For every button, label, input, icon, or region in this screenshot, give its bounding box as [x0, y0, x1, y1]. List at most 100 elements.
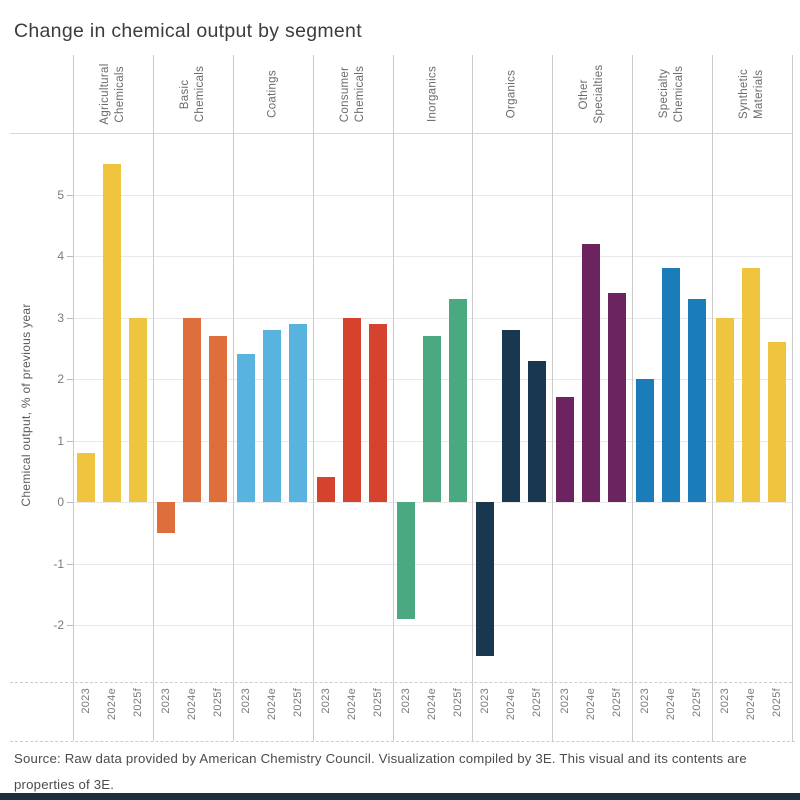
bar: [262, 329, 281, 502]
y-tick-mark: [67, 379, 73, 380]
y-tick-label: 4: [57, 249, 64, 263]
segment-label: Coatings: [266, 70, 279, 118]
bar: [608, 292, 627, 502]
x-tick-label: 2023: [80, 688, 92, 714]
plot-top-line: [10, 133, 792, 134]
x-tick-label: 2024e: [106, 688, 118, 721]
x-tick-label: 2023: [719, 688, 732, 714]
grid-line: [73, 256, 792, 257]
x-tick-label: 2025f: [771, 688, 784, 718]
segment-label: Specialty Chemicals: [658, 65, 686, 123]
x-tick-label: 2025f: [611, 688, 624, 718]
grid-line: [73, 502, 792, 503]
grid-line: [73, 194, 792, 196]
bar: [368, 323, 387, 502]
segment-label: Other Specialties: [578, 64, 606, 124]
y-tick-mark: [67, 194, 73, 196]
source-note-line1: Source: Raw data provided by American Ch…: [14, 751, 747, 766]
segment-separator: [73, 55, 74, 741]
bar: [129, 317, 147, 502]
y-tick-mark: [67, 563, 73, 565]
y-tick-mark: [67, 256, 73, 257]
y-tick-mark: [67, 625, 73, 626]
bar: [77, 452, 95, 502]
x-tick-label: 2023: [639, 688, 652, 714]
bar: [288, 323, 307, 502]
bar: [636, 379, 655, 502]
segment-separator: [472, 55, 473, 741]
bar: [742, 268, 761, 502]
bar: [422, 335, 441, 502]
segment-label: Organics: [505, 69, 518, 119]
bar: [236, 354, 255, 502]
x-tick-label: 2023: [239, 688, 252, 714]
bar: [688, 299, 707, 502]
y-tick-label: -1: [53, 556, 64, 571]
y-tick-label: 0: [57, 495, 64, 509]
bar: [716, 317, 735, 502]
bar: [528, 360, 547, 502]
source-note-line2: properties of 3E.: [14, 777, 115, 793]
bar: [156, 502, 175, 533]
bar: [396, 502, 415, 619]
segment-separator: [393, 55, 394, 741]
bar: [582, 243, 601, 502]
x-tick-label: 2024e: [265, 688, 278, 721]
grid-line: [73, 625, 792, 626]
x-tick-label: 2024e: [505, 688, 518, 721]
y-tick-label: -2: [53, 618, 64, 632]
bar: [182, 317, 201, 502]
bar: [103, 163, 121, 502]
x-tick-label: 2024e: [345, 688, 358, 721]
bar: [448, 299, 467, 502]
y-tick-label: 1: [57, 433, 64, 448]
segment-separator: [552, 55, 553, 741]
x-tick-label: 2023: [399, 688, 412, 714]
x-tick-label: 2025f: [451, 688, 464, 718]
segment-separator: [313, 55, 314, 741]
x-tick-label: 2024e: [585, 688, 598, 721]
segment-label: Synthetic Materials: [738, 68, 766, 120]
bar: [662, 268, 681, 502]
y-tick-label: 2: [57, 372, 64, 386]
x-tick-label: 2023: [319, 688, 332, 714]
x-tick-label: 2025f: [371, 688, 384, 718]
y-tick-label: 5: [57, 187, 64, 202]
segment-label: Agricultural Chemicals: [98, 63, 126, 125]
plot-bottom-line: [10, 682, 792, 683]
y-axis-label: Chemical output, % of previous year: [19, 303, 33, 507]
source-note: Source: Raw data provided by American Ch…: [14, 746, 794, 799]
segment-separator: [632, 55, 633, 741]
grid-line: [73, 563, 792, 565]
x-tick-label: 2024e: [425, 688, 438, 721]
y-tick-mark: [67, 502, 73, 503]
segment-label: Basic Chemicals: [178, 65, 206, 123]
x-tick-label: 2024e: [745, 688, 758, 721]
segment-label: Inorganics: [426, 65, 438, 123]
bar: [768, 342, 787, 502]
segment-separator: [712, 55, 713, 741]
segment-separator: [233, 55, 234, 741]
segment-separator: [153, 55, 154, 741]
x-tick-label: 2023: [559, 688, 572, 714]
x-tick-label: 2025f: [211, 688, 224, 718]
x-tick-label: 2025f: [291, 688, 304, 718]
x-tick-label: 2025f: [132, 688, 144, 718]
y-tick-mark: [67, 317, 73, 319]
bar: [208, 335, 227, 502]
bar: [342, 317, 361, 502]
segment-separator: [792, 55, 793, 741]
x-tick-label: 2023: [159, 688, 172, 714]
x-tick-label: 2024e: [185, 688, 198, 721]
grid-line: [73, 317, 792, 319]
bottom-brand-bar: [0, 793, 800, 800]
y-tick-label: 3: [57, 310, 64, 325]
axis-base-line: [10, 741, 795, 742]
chart-title: Change in chemical output by segment: [14, 20, 362, 42]
y-tick-mark: [67, 440, 73, 442]
x-tick-label: 2025f: [691, 688, 704, 718]
segment-label: Consumer Chemicals: [338, 65, 366, 123]
bar: [502, 329, 521, 502]
bar: [556, 397, 575, 502]
